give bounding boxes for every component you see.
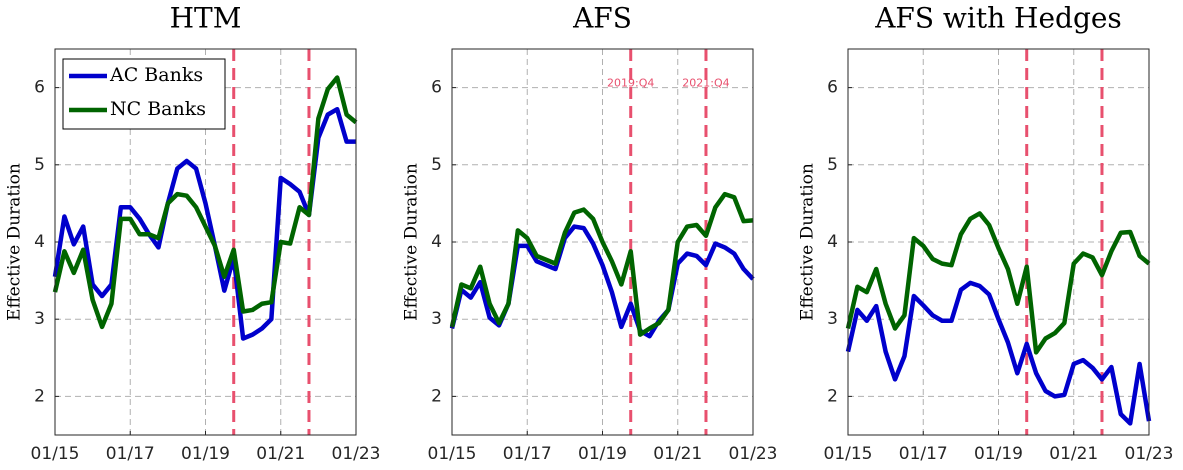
- y-tick-label: 2: [431, 386, 442, 406]
- axes-box: [54, 48, 357, 436]
- y-tick-label: 2: [34, 386, 45, 406]
- x-tick-label: 01/15: [428, 444, 477, 464]
- data-line: [52, 106, 356, 341]
- data-line: [449, 191, 754, 337]
- chart-title: AFS: [572, 2, 632, 35]
- y-tick-label: 5: [431, 155, 442, 175]
- x-tick-label: 01/23: [1125, 444, 1174, 464]
- x-tick-label: 01/15: [824, 444, 873, 464]
- y-tick-label: 4: [431, 232, 442, 252]
- y-tick-label: 3: [34, 309, 45, 329]
- y-tick-label: 6: [431, 78, 442, 98]
- y-tick-label: 6: [34, 78, 45, 98]
- y-axis-label: Effective Duration: [5, 163, 25, 321]
- axes-box: [847, 48, 1150, 436]
- chart-title: HTM: [170, 2, 242, 35]
- data-line: [52, 75, 358, 330]
- y-tick-label: 6: [827, 78, 838, 98]
- y-axis-label: Effective Duration: [798, 163, 818, 321]
- legend-label: AC Banks: [109, 64, 203, 86]
- x-tick-label: 01/15: [31, 444, 80, 464]
- legend-label: NC Banks: [110, 98, 206, 120]
- panel: AFS with Hedges Effective Duration 2 3 4 5 6 01…: [798, 2, 1174, 465]
- data-line: [845, 280, 1152, 426]
- y-tick-label: 3: [827, 309, 838, 329]
- y-tick-label: 3: [431, 309, 442, 329]
- x-tick-label: 01/23: [729, 444, 778, 464]
- y-tick-label: 5: [827, 155, 838, 175]
- annotation: 2019:Q4: [607, 77, 654, 90]
- x-tick-label: 01/17: [899, 444, 948, 464]
- y-tick-label: 4: [34, 232, 45, 252]
- chart-title: AFS with Hedges: [874, 2, 1122, 35]
- x-tick-label: 01/21: [653, 444, 702, 464]
- y-axis-label: Effective Duration: [402, 163, 422, 321]
- x-tick-label: 01/21: [1049, 444, 1098, 464]
- annotation: 2021:Q4: [682, 77, 729, 90]
- x-tick-label: 01/19: [974, 444, 1023, 464]
- x-tick-label: 01/17: [106, 444, 155, 464]
- panel: HTM Effective Duration 2 3 4 5 6 01/15 01/17 01/1…: [5, 2, 381, 465]
- y-tick-label: 4: [827, 232, 838, 252]
- x-tick-label: 01/21: [256, 444, 305, 464]
- y-tick-label: 2: [827, 386, 838, 406]
- x-tick-label: 01/19: [578, 444, 627, 464]
- x-tick-label: 01/17: [503, 444, 552, 464]
- axes-box: [451, 48, 754, 436]
- x-tick-label: 01/19: [181, 444, 230, 464]
- data-line: [845, 211, 1151, 355]
- legend-box: [62, 58, 226, 130]
- panel: AFS Effective Duration 2 3 4 5 6 01/15 01/17 01/1…: [402, 2, 778, 465]
- x-tick-label: 01/23: [332, 444, 381, 464]
- y-tick-label: 5: [34, 155, 45, 175]
